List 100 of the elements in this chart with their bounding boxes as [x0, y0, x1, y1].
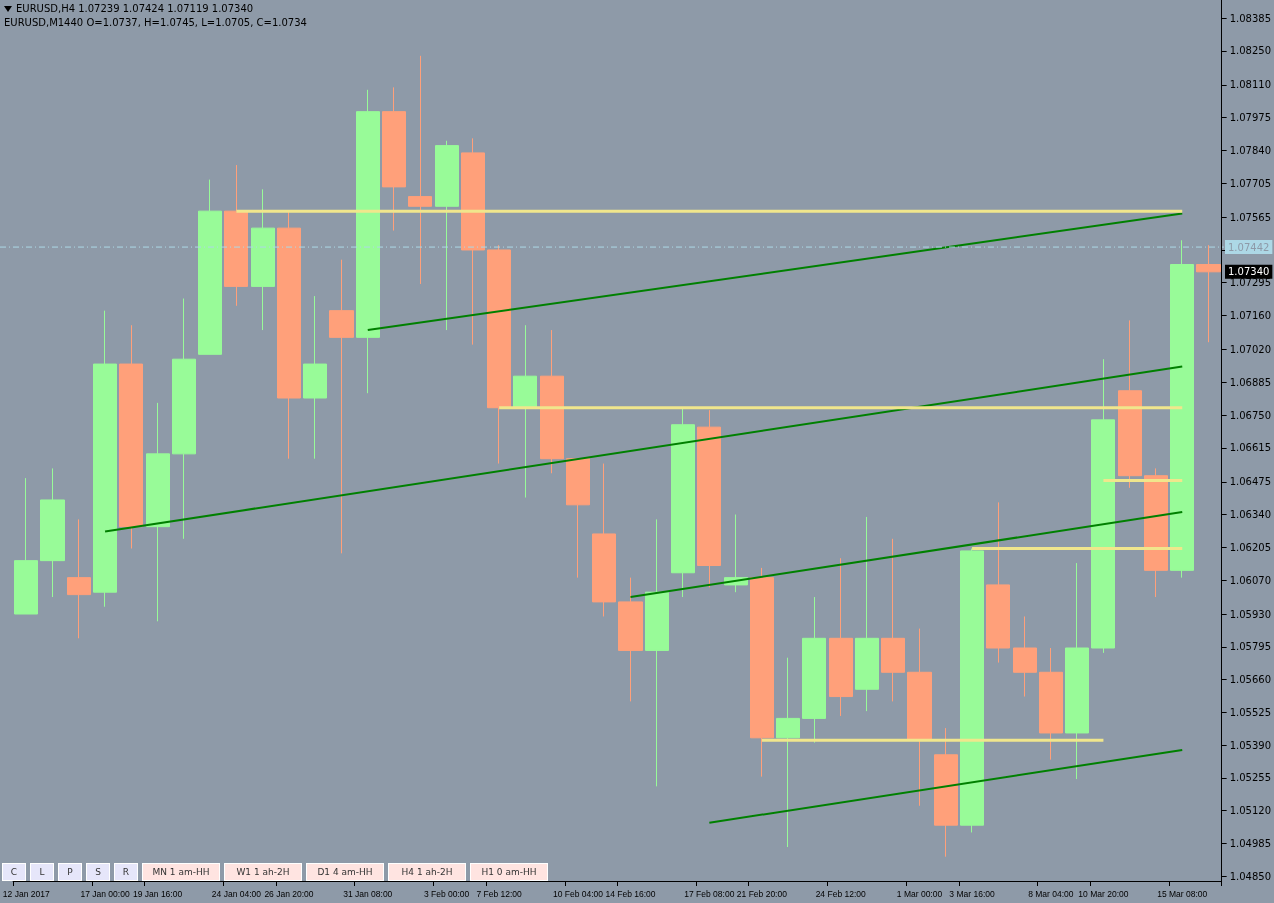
annotation: D1 4 am-HH	[306, 863, 384, 881]
annotation: H1 0 am-HH	[470, 863, 548, 881]
y-tick-label: 1.06340	[1229, 509, 1272, 521]
y-tick-label: 1.04985	[1229, 837, 1272, 849]
candlestick	[408, 55, 432, 285]
y-tick-label: 1.07160	[1229, 310, 1272, 322]
x-tick-label: 8 Mar 04:00	[1028, 888, 1074, 899]
annotation: C	[2, 863, 26, 881]
x-tick-label: 1 Mar 00:00	[896, 888, 943, 899]
candlestick	[277, 210, 301, 460]
candlestick	[986, 501, 1010, 664]
y-tick-label: 1.07295	[1229, 277, 1272, 289]
y-tick-label: 1.06070	[1229, 574, 1272, 586]
candlestick	[461, 137, 485, 346]
candlestick	[93, 310, 117, 608]
y-tick-label: 1.06885	[1229, 376, 1272, 388]
annotation: MN 1 am-HH	[142, 863, 220, 881]
x-tick-label: 17 Feb 08:00	[684, 888, 735, 899]
candlestick	[618, 577, 643, 702]
x-tick-label: 14 Feb 16:00	[605, 888, 656, 899]
candlestick	[960, 548, 984, 833]
y-tick-label: 1.04850	[1229, 870, 1272, 882]
candlestick	[303, 295, 327, 460]
x-tick-label: 26 Jan 20:00	[264, 888, 314, 899]
y-tick-label: 1.06475	[1229, 476, 1272, 488]
y-tick-label: 1.08110	[1229, 79, 1272, 91]
x-tick-label: 3 Mar 16:00	[949, 888, 995, 899]
annotation: L	[30, 863, 54, 881]
candlestick	[382, 86, 406, 232]
candlestick	[934, 727, 958, 858]
x-tick-label: 7 Feb 12:00	[476, 888, 523, 899]
y-tick-label: 1.07705	[1229, 177, 1272, 189]
annotation: P	[58, 863, 82, 881]
y-tick-label: 1.05120	[1229, 805, 1272, 817]
y-tick-label: 1.06615	[1229, 442, 1272, 454]
chart-title: EURUSD,H4 1.07239 1.07424 1.07119 1.07340	[16, 2, 254, 16]
candlestick	[67, 518, 91, 639]
candlestick	[146, 402, 170, 622]
candlestick	[251, 188, 275, 331]
candlestick	[855, 516, 879, 712]
candlestick	[40, 467, 65, 598]
y-tick-label: 1.06205	[1229, 541, 1272, 553]
candlestick	[1144, 467, 1168, 598]
candlestick	[671, 407, 695, 598]
candlestick	[776, 657, 800, 848]
x-tick-label: 24 Jan 04:00	[211, 888, 262, 899]
y-tick-label: 1.07020	[1229, 343, 1272, 355]
x-tick-label: 10 Mar 20:00	[1078, 888, 1129, 899]
y-tick-label: 1.07840	[1229, 144, 1272, 156]
candlestick	[356, 89, 380, 394]
candlestick	[907, 628, 932, 807]
candlestick	[540, 329, 564, 474]
candlestick	[750, 567, 774, 778]
candlestick	[14, 477, 38, 615]
y-tick-label: 1.08250	[1229, 45, 1272, 57]
annotation: S	[86, 863, 110, 881]
y-tick-label: 1.05795	[1229, 641, 1272, 653]
y-tick-label: 1.05255	[1229, 772, 1272, 784]
candlestick	[697, 409, 721, 588]
candlestick	[1013, 615, 1037, 698]
x-tick-label: 31 Jan 08:00	[343, 888, 393, 899]
candlestick	[1170, 239, 1194, 579]
annotation: H4 1 ah-2H	[388, 863, 466, 881]
candlestick	[513, 324, 537, 499]
candlestick	[645, 518, 669, 787]
candlestick	[1118, 319, 1142, 489]
candlestick	[1065, 562, 1089, 780]
candlestick	[592, 463, 616, 617]
x-tick-label: 12 Jan 2017	[2, 888, 50, 899]
ref-line-label: 1.07442	[1228, 241, 1270, 253]
candlestick	[1091, 358, 1115, 654]
x-tick-label: 3 Feb 00:00	[423, 888, 470, 899]
candlestick	[802, 596, 826, 744]
y-tick-label: 1.05525	[1229, 706, 1272, 718]
y-tick-label: 1.08385	[1229, 12, 1272, 24]
candlestick	[566, 458, 590, 579]
x-tick-label: 17 Jan 00:00	[80, 888, 130, 899]
x-tick-label: 15 Mar 08:00	[1157, 888, 1208, 899]
y-tick-label: 1.07565	[1229, 211, 1272, 223]
text: EURUSD,M1440 O=1.0737, H=1.0745, L=1.0705, C=1.0734	[4, 16, 307, 30]
candlestick	[329, 259, 354, 554]
candlestick	[119, 324, 143, 549]
x-tick-label: 24 Feb 12:00	[815, 888, 866, 899]
candlestick	[487, 244, 511, 465]
candlestick	[881, 538, 905, 702]
candlestick	[1039, 647, 1063, 761]
text: 1.07340	[1228, 266, 1270, 278]
annotation: W1 1 ah-2H	[224, 863, 302, 881]
candlestick	[224, 164, 248, 307]
x-tick-label: 21 Feb 20:00	[736, 888, 788, 899]
candlestick	[435, 140, 459, 331]
candlestick	[172, 298, 196, 540]
candlestick	[198, 179, 222, 355]
y-tick-label: 1.05930	[1229, 608, 1272, 620]
x-tick-label: 19 Jan 16:00	[133, 888, 183, 899]
y-tick-label: 1.06750	[1229, 409, 1272, 421]
candlestick	[829, 557, 853, 717]
y-tick-label: 1.07975	[1229, 112, 1272, 124]
y-tick-label: 1.05390	[1229, 739, 1272, 751]
y-tick-label: 1.05660	[1229, 674, 1272, 686]
